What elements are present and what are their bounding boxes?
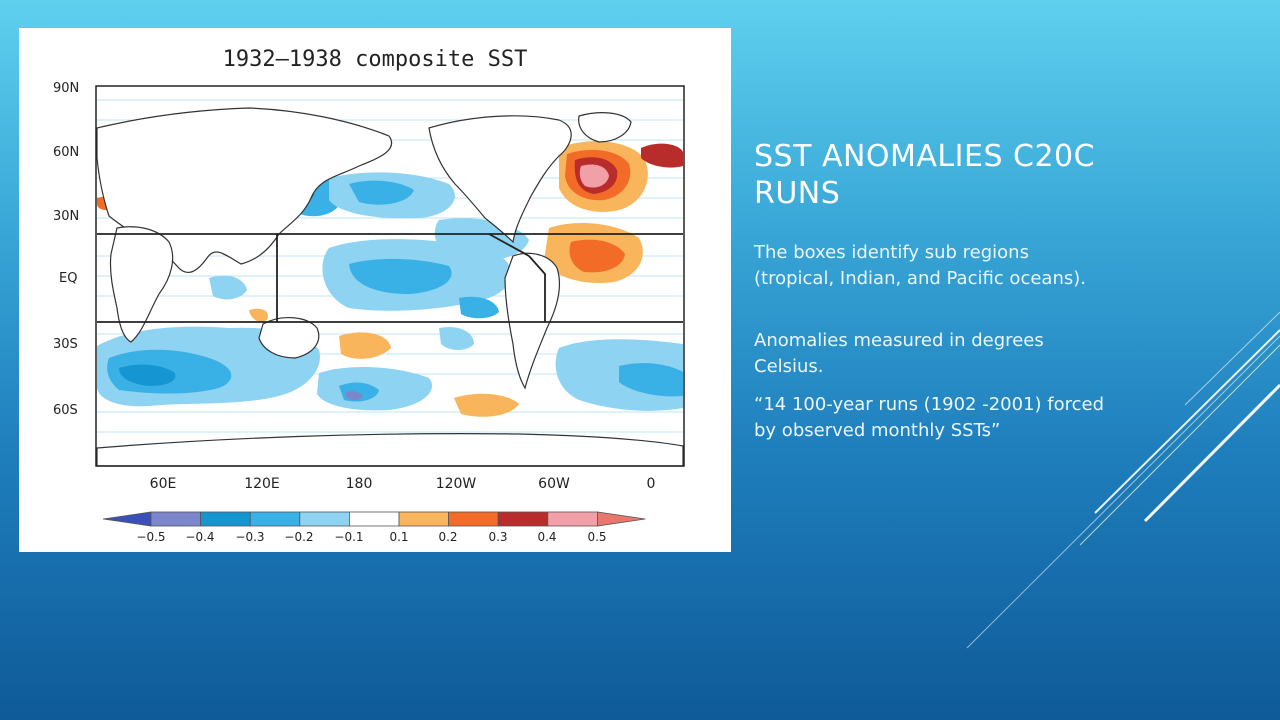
colorbar-swatch [448, 511, 499, 527]
lon-label-0: 0 [647, 476, 656, 492]
sst-figure: 1932–1938 composite SST [19, 28, 731, 552]
colorbar-swatch [497, 511, 549, 527]
colorbar-tick: 0.2 [438, 530, 457, 544]
lat-label-30n: 30N [53, 209, 79, 224]
continents [96, 107, 684, 467]
colorbar-swatch [547, 511, 598, 527]
body-paragraph: Anomalies measured in degrees Celsius. [754, 330, 1044, 377]
colorbar-tick: −0.5 [136, 530, 165, 544]
figure-title: 1932–1938 composite SST [223, 47, 528, 72]
colorbar-tick: −0.3 [235, 530, 264, 544]
sub-region-boxes [97, 233, 683, 323]
colorbar-swatch [150, 511, 201, 527]
lat-label-90n: 90N [53, 81, 79, 96]
lat-label-60s: 60S [53, 403, 78, 418]
lon-label-180: 180 [346, 476, 373, 492]
map-area [95, 85, 685, 467]
colorbar: −0.5 −0.4 −0.3 −0.2 −0.1 0.1 0.2 0.3 0.4… [102, 511, 646, 544]
cool-anomalies [97, 165, 683, 411]
slide-title: SST anomalies C20C runs [754, 139, 1096, 211]
colorbar-tick: −0.2 [284, 530, 313, 544]
lon-label-120e: 120E [244, 476, 280, 492]
lon-label-60e: 60E [150, 476, 177, 492]
lat-label-eq: EQ [59, 271, 77, 286]
colorbar-swatch [348, 511, 400, 527]
colorbar-tick: 0.3 [488, 530, 507, 544]
colorbar-tick: 0.4 [537, 530, 556, 544]
colorbar-swatch [398, 511, 449, 527]
lon-label-60w: 60W [538, 476, 570, 492]
warm-anomalies [97, 123, 683, 417]
colorbar-swatch [200, 511, 251, 527]
colorbar-tick: 0.5 [587, 530, 606, 544]
body-paragraph: “14 100-year runs (1902 -2001) forced by… [754, 394, 1105, 441]
colorbar-swatch [249, 511, 301, 527]
colorbar-tick: −0.1 [334, 530, 363, 544]
body-paragraph: The boxes identify sub regions (tropical… [754, 242, 1086, 289]
lon-label-120w: 120W [436, 476, 477, 492]
colorbar-arrow-left [102, 511, 152, 527]
lat-label-30s: 30S [53, 337, 78, 352]
colorbar-tick: −0.4 [185, 530, 214, 544]
colorbar-swatch [299, 511, 350, 527]
colorbar-tick: 0.1 [389, 530, 408, 544]
lat-label-60n: 60N [53, 145, 79, 160]
colorbar-arrow-right [597, 511, 646, 527]
